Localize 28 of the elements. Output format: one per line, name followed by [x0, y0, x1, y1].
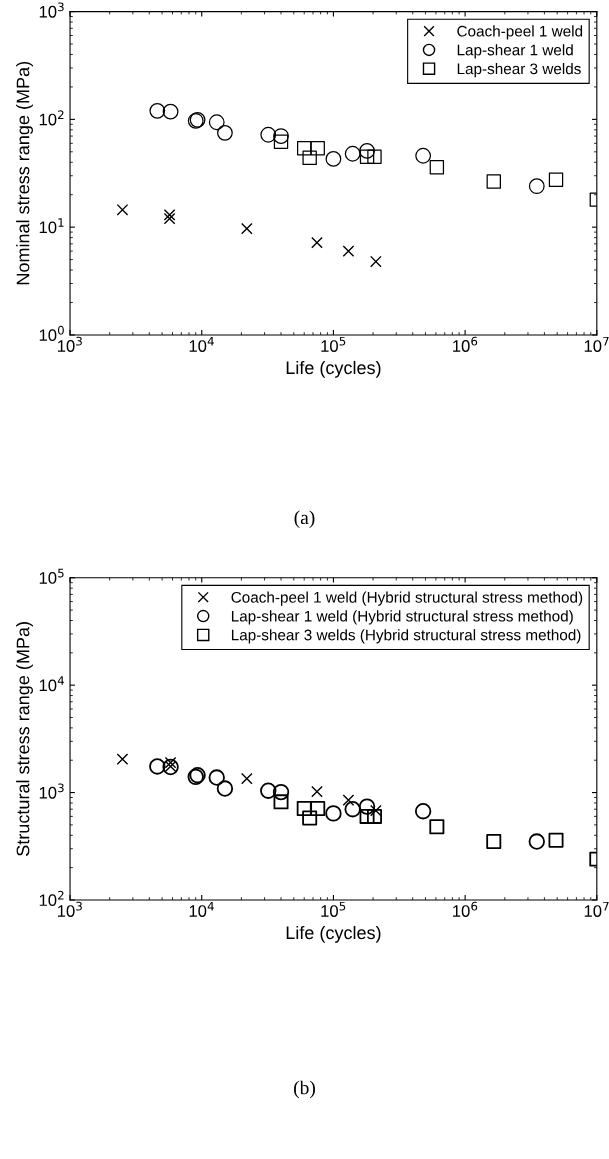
x-tick-label: 10$^{4}$ — [189, 336, 214, 352]
text: (b) — [294, 1080, 315, 1099]
x-tick-label: 10$^{7}$ — [584, 336, 609, 352]
x-tick-label: 10$^{5}$ — [321, 901, 346, 917]
y-tick-label: 10$^{5}$ — [39, 568, 64, 584]
legend-label: Lap-shear 3 welds (Hybrid structural stress method) — [231, 629, 581, 644]
legend-label: Lap-shear 3 welds — [457, 62, 581, 78]
y-tick-label: 10$^{2}$ — [39, 110, 64, 126]
x-tick-label: 10$^{6}$ — [453, 336, 478, 352]
y-tick-label: 10$^{3}$ — [39, 2, 64, 18]
x-tick-label: 10$^{3}$ — [57, 336, 82, 352]
y-axis-title: Structural stress range (MPa) — [16, 622, 33, 856]
x-tick-label: 10$^{6}$ — [453, 901, 478, 917]
x-tick-label: 10$^{5}$ — [321, 336, 346, 352]
y-tick-label: 10$^{4}$ — [39, 676, 64, 692]
x-tick-label: 10$^{7}$ — [584, 901, 609, 917]
legend-label: Lap-shear 1 weld (Hybrid structural stress method) — [231, 610, 573, 625]
y-axis-title: Nominal stress range (MPa) — [16, 62, 33, 285]
x-axis-title: Life (cycles) — [286, 925, 381, 943]
legend-label: Lap-shear 1 weld — [457, 44, 573, 59]
legend-label: Coach-peel 1 weld — [457, 25, 583, 40]
text: (a) — [294, 510, 315, 529]
x-axis-title: Life (cycles) — [286, 360, 381, 378]
x-tick-label: 10$^{4}$ — [189, 901, 214, 917]
legend-label: Coach-peel 1 weld (Hybrid structural stress method) — [231, 591, 583, 606]
y-tick-label: 10$^{1}$ — [39, 218, 64, 234]
y-tick-label: 10$^{3}$ — [39, 783, 64, 799]
x-tick-label: 10$^{3}$ — [57, 901, 82, 917]
